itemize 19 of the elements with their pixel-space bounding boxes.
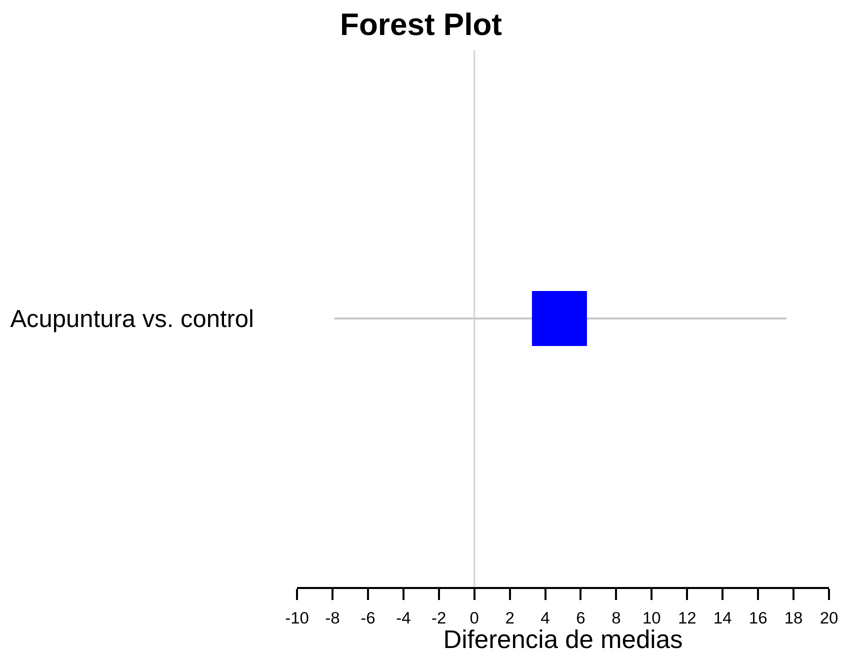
- x-tick-label: 12: [678, 610, 696, 628]
- x-tick-label: 10: [642, 610, 661, 628]
- x-tick-label: -4: [396, 610, 411, 628]
- x-tick-label: -10: [285, 610, 309, 628]
- x-tick-label: 18: [784, 610, 803, 628]
- x-tick-label: 8: [612, 610, 621, 628]
- y-tick-label: Acupuntura vs. control: [10, 306, 254, 334]
- x-tick-label: 20: [820, 610, 838, 628]
- chart-title: Forest Plot: [340, 7, 502, 42]
- x-tick-label: 4: [540, 610, 550, 628]
- x-tick-label: 0: [470, 610, 479, 628]
- x-tick-label: 2: [505, 610, 514, 628]
- x-tick-label: -2: [432, 610, 446, 628]
- x-tick-label: -8: [325, 610, 340, 628]
- x-axis-title: Diferencia de medias: [443, 626, 683, 654]
- x-tick-label: 6: [576, 610, 586, 628]
- x-tick-label: 14: [713, 610, 732, 628]
- x-tick-label: 16: [748, 610, 768, 628]
- x-tick-label: -6: [360, 610, 376, 628]
